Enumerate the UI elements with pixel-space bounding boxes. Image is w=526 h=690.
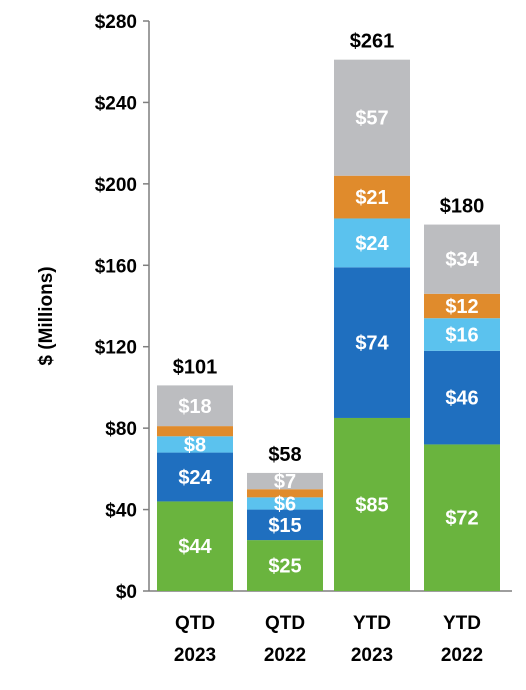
bar-segment — [424, 350, 500, 445]
y-tick-label: $40 — [105, 501, 137, 522]
bar-total-label: $58 — [268, 444, 301, 466]
bar-segment-label: $25 — [268, 556, 301, 578]
bar-segment — [424, 444, 500, 591]
y-tick-label: $200 — [95, 175, 137, 196]
x-category-label-line: 2022 — [264, 645, 306, 666]
bar-segment — [247, 540, 323, 591]
x-category-label-line: YTD — [443, 613, 481, 634]
x-category-label: YTD 2022 — [441, 613, 483, 666]
chart-bars — [157, 59, 500, 591]
bar-segment — [334, 267, 410, 418]
x-category-label-line: 2022 — [441, 645, 483, 666]
bar-segment-label: $24 — [355, 233, 389, 255]
x-category-label-line: YTD — [353, 613, 391, 634]
bar-segment-label: $24 — [178, 467, 212, 489]
bar-segment — [334, 59, 410, 176]
bar-segment-label: $72 — [445, 508, 478, 530]
bar-segment — [247, 497, 323, 510]
bar-segment — [334, 175, 410, 219]
bar-segment-label: $34 — [445, 249, 479, 271]
bar-segment-label: $18 — [178, 396, 211, 418]
bar-segment-label: $44 — [178, 536, 212, 558]
x-category-label: QTD 2023 — [174, 613, 216, 666]
bar-segment — [247, 472, 323, 490]
x-category-label-line: QTD — [265, 613, 305, 634]
bar-total-label: $180 — [440, 196, 485, 218]
bar-segment-label: $12 — [445, 296, 478, 318]
bar-segment-label: $15 — [268, 515, 301, 537]
bar-segment — [157, 385, 233, 427]
y-tick-label: $80 — [105, 419, 137, 440]
chart-labels: $44 $24 $8 $18 $101 QTD 2023 $25 $15$6$7 $58 QTD 20… — [173, 31, 485, 666]
x-category-label: YTD 2023 — [351, 613, 393, 666]
bar-total-label: $101 — [173, 356, 218, 378]
bar-segment — [424, 293, 500, 319]
bar-segment-label: $85 — [355, 494, 388, 516]
bar-segment-label: $7 — [274, 471, 296, 493]
bar-segment — [157, 452, 233, 502]
y-tick-label: $160 — [95, 256, 137, 277]
y-tick-label: $0 — [116, 582, 137, 603]
chart-axes: $0 $40 $80 $120 $160 $200 $240 $280 — [95, 12, 512, 603]
bar-segment-label: $8 — [184, 434, 206, 456]
bar-segment — [157, 436, 233, 453]
x-category-label-line: 2023 — [174, 645, 216, 666]
bar-segment — [334, 417, 410, 591]
y-tick-label: $280 — [95, 12, 137, 33]
y-axis-label: $ (Millions) — [36, 266, 57, 365]
x-category-label-line: 2023 — [351, 645, 393, 666]
bar-segment — [247, 489, 323, 498]
bar-segment — [424, 318, 500, 351]
bar-segment-label: $6 — [274, 493, 296, 515]
x-category-label-line: QTD — [175, 613, 215, 634]
bar-segment — [157, 426, 233, 437]
bar-segment-label: $16 — [445, 325, 478, 347]
bar-segment — [424, 224, 500, 294]
x-category-label: QTD 2022 — [264, 613, 306, 666]
bar-segment — [334, 218, 410, 268]
bar-segment-label: $57 — [355, 108, 388, 130]
y-tick-label: $120 — [95, 338, 137, 359]
bar-segment — [157, 501, 233, 591]
bar-segment-label: $46 — [445, 388, 478, 410]
bar-total-label: $261 — [350, 31, 395, 53]
bar-segment-label: $74 — [355, 333, 389, 355]
bar-segment-label: $21 — [355, 187, 388, 209]
y-tick-label: $240 — [95, 93, 137, 114]
bar-segment — [247, 509, 323, 541]
